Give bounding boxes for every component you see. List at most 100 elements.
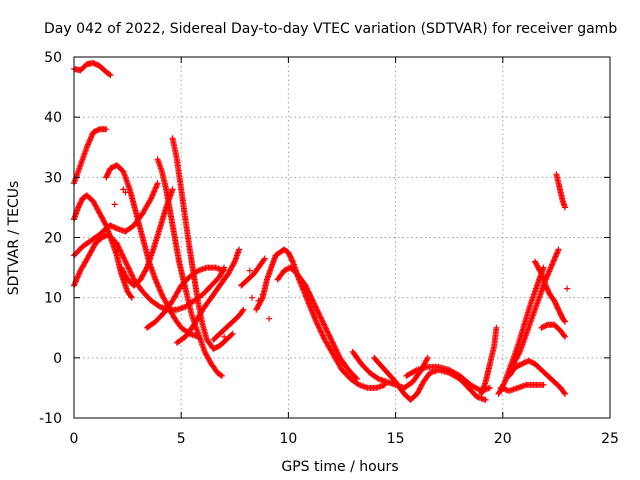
data-point: [128, 294, 135, 301]
data-point: [117, 247, 124, 254]
data-point: [255, 297, 262, 304]
data-point: [259, 291, 266, 298]
series-arc-i: [169, 135, 236, 352]
data-point: [561, 389, 568, 396]
chart-title: Day 042 of 2022, Sidereal Day-to-day VTE…: [44, 21, 617, 37]
data-point: [493, 324, 500, 331]
series-arc-m: [238, 255, 268, 289]
x-tick-label: 15: [387, 431, 405, 447]
y-tick-label: 50: [44, 50, 62, 66]
series-arc-b: [71, 126, 110, 187]
data-point: [249, 294, 255, 301]
data-point: [562, 318, 568, 325]
data-point: [128, 293, 134, 300]
data-series: [71, 60, 571, 403]
y-axis-label: SDTVAR / TECUs: [6, 181, 22, 296]
data-point: [424, 354, 431, 361]
data-point: [239, 307, 246, 314]
data-point: [103, 174, 110, 181]
data-point: [261, 256, 267, 263]
data-point: [231, 259, 238, 266]
data-point: [555, 246, 562, 253]
data-point: [482, 396, 489, 403]
series-arc-z: [538, 321, 568, 340]
y-tick-label: 20: [44, 231, 62, 247]
data-point: [540, 264, 547, 271]
data-point: [486, 384, 493, 391]
data-point: [103, 126, 110, 133]
data-point: [259, 296, 265, 302]
y-tick-label: 40: [44, 110, 62, 126]
y-tick-label: 0: [53, 351, 62, 367]
data-point: [154, 180, 161, 187]
series-arc-q: [371, 354, 489, 403]
data-point: [261, 255, 268, 262]
x-tick-label: 10: [279, 431, 297, 447]
data-point: [266, 315, 273, 322]
data-point: [111, 201, 118, 208]
data-point: [553, 250, 560, 257]
data-point: [550, 258, 557, 265]
data-point: [240, 306, 247, 313]
data-point: [113, 246, 120, 253]
data-point: [90, 198, 97, 205]
data-point: [540, 381, 547, 388]
data-point: [561, 332, 568, 339]
grid-lines: [74, 57, 610, 418]
series-arc-k: [173, 246, 243, 346]
data-point: [532, 259, 539, 266]
data-point: [519, 360, 526, 367]
data-point: [236, 246, 243, 253]
data-point: [122, 189, 129, 196]
series-arc-o: [274, 264, 360, 382]
data-point: [352, 374, 359, 381]
series-arc-w: [506, 357, 568, 397]
x-tick-label: 20: [494, 431, 512, 447]
data-point: [537, 269, 544, 276]
y-tick-label: -10: [39, 411, 62, 427]
data-point: [217, 372, 224, 379]
x-axis-label: GPS time / hours: [281, 459, 398, 475]
x-tick-label: 25: [601, 431, 619, 447]
data-point: [513, 355, 520, 362]
axis-ticks: 0 5 10 15 20 25 -10 0 10 20 30 40 50: [39, 50, 619, 447]
series-arc-e: [71, 231, 228, 313]
x-tick-label: 5: [177, 431, 186, 447]
x-tick-label: 0: [70, 431, 79, 447]
data-point: [561, 317, 568, 324]
data-point: [107, 72, 114, 79]
data-point: [501, 380, 508, 387]
data-point: [221, 267, 228, 274]
data-point: [229, 330, 236, 337]
data-point: [120, 268, 127, 275]
series-arc-j: [143, 264, 228, 331]
data-point: [106, 71, 113, 78]
series-arc-v: [532, 258, 568, 325]
series-arc-s: [478, 324, 500, 397]
data-point: [123, 260, 130, 266]
data-point: [562, 204, 568, 211]
data-point: [354, 375, 360, 382]
data-point: [546, 267, 553, 273]
data-point: [169, 186, 176, 193]
series-arc-a: [71, 60, 114, 79]
data-point: [221, 333, 228, 340]
data-point: [329, 339, 336, 346]
data-point: [218, 372, 225, 379]
data-point: [562, 390, 568, 397]
data-point: [324, 328, 331, 335]
data-point: [412, 367, 419, 374]
y-tick-label: 10: [44, 291, 62, 307]
series-arc-l: [210, 306, 247, 343]
series-sparse: [103, 174, 571, 340]
y-tick-label: 30: [44, 170, 62, 186]
series-arc-u: [510, 246, 562, 367]
data-point: [143, 265, 150, 272]
data-point: [228, 331, 235, 338]
data-point: [246, 267, 253, 274]
data-point: [562, 333, 568, 340]
data-point: [564, 285, 571, 292]
series-arc-y: [553, 171, 568, 211]
series-arc-x: [497, 381, 547, 394]
